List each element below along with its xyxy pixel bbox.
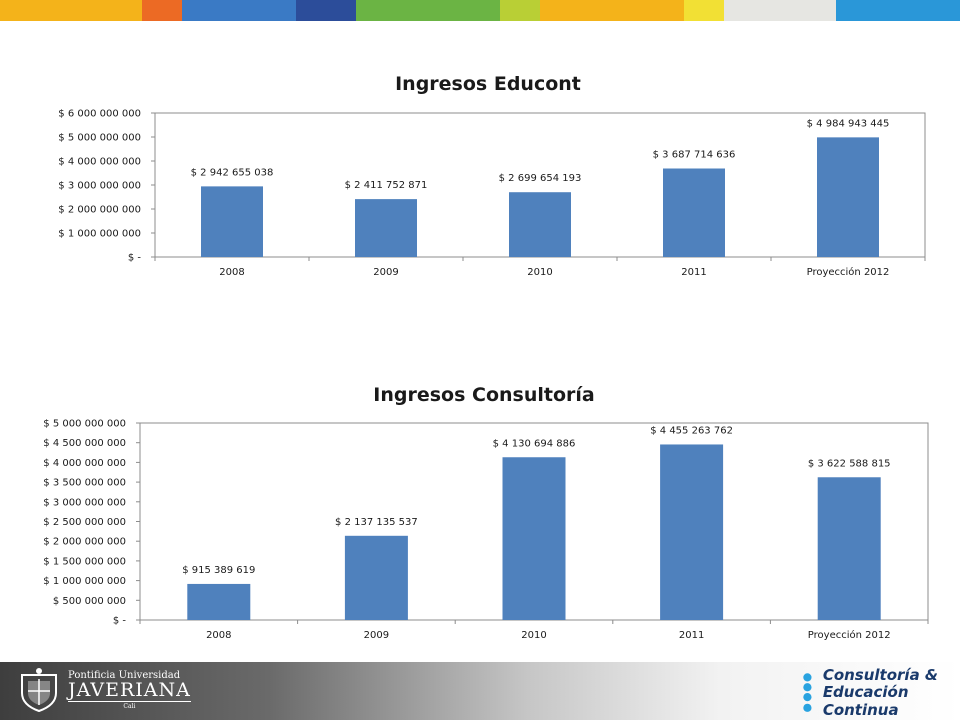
data-label: $ 2 411 752 871: [345, 180, 428, 191]
top-bar-segment: [500, 0, 540, 21]
category-label: 2009: [364, 630, 389, 641]
y-tick-label: $ 2 000 000 000: [58, 205, 141, 216]
university-city: Cali: [123, 702, 136, 710]
top-bar-segment: [684, 0, 724, 21]
y-tick-label: $ 5 000 000 000: [43, 419, 126, 430]
chart-ingresos-consultoria: Ingresos Consultoría $ - $ 500 000 000 $ 1 …: [43, 384, 929, 641]
y-tick-label: $ -: [113, 616, 127, 627]
category-label: 2011: [681, 267, 706, 278]
y-tick-label: $ 4 000 000 000: [43, 458, 126, 469]
top-bar-segment: [724, 0, 836, 21]
top-bar-segment: [836, 0, 960, 21]
top-bar-segment: [0, 0, 142, 21]
university-crest-icon: [21, 668, 57, 713]
bar: [187, 583, 251, 620]
category-label: Proyección 2012: [807, 266, 890, 278]
bar: [817, 477, 881, 620]
top-bar-segment: [182, 0, 296, 21]
y-tick-label: $ -: [128, 253, 142, 264]
y-tick-label: $ 6 000 000 000: [58, 109, 141, 120]
category-label: 2010: [527, 267, 552, 278]
data-label: $ 3 687 714 636: [653, 149, 736, 160]
bar: [509, 192, 571, 257]
chart-title: Ingresos Consultoría: [373, 384, 594, 406]
university-name-line1: Pontificia Universidad: [68, 669, 181, 681]
chart-title: Ingresos Educont: [395, 73, 581, 95]
data-label: $ 3 622 588 815: [808, 458, 891, 469]
chart-ingresos-educont: Ingresos Educont $ - $ 1 000 000 000 $ 2 00…: [58, 73, 926, 278]
y-tick-label: $ 3 000 000 000: [58, 181, 141, 192]
y-tick-label: $ 1 500 000 000: [43, 556, 126, 567]
category-label: 2008: [219, 267, 244, 278]
brand-logo: Consultoría & Educación Continua: [800, 666, 960, 719]
category-label: 2008: [206, 630, 231, 641]
y-tick-label: $ 4 000 000 000: [58, 157, 141, 168]
bar: [355, 199, 417, 257]
data-label: $ 4 455 263 762: [650, 425, 733, 436]
top-bar-segment: [356, 0, 500, 21]
bar: [660, 444, 724, 620]
data-label: $ 2 137 135 537: [335, 517, 418, 528]
data-label: $ 4 984 943 445: [807, 118, 890, 129]
bar: [344, 535, 408, 620]
data-label: $ 2 942 655 038: [191, 167, 274, 178]
category-label: 2010: [521, 630, 546, 641]
data-label: $ 2 699 654 193: [499, 173, 582, 184]
y-tick-label: $ 3 500 000 000: [43, 478, 126, 489]
category-label: 2011: [679, 630, 704, 641]
top-bar-segment: [142, 0, 182, 21]
y-tick-label: $ 5 000 000 000: [58, 133, 141, 144]
university-name-line2: JAVERIANA: [68, 678, 191, 702]
top-color-bar: [0, 0, 960, 21]
category-label: 2009: [373, 267, 398, 278]
bar: [817, 137, 879, 257]
y-tick-label: $ 2 000 000 000: [43, 537, 126, 548]
y-tick-label: $ 500 000 000: [53, 596, 126, 607]
dots-logo-icon: [803, 673, 812, 712]
brand-line2: Educación Continua: [822, 683, 909, 719]
bar: [663, 168, 725, 257]
brand-line1: Consultoría &: [822, 666, 938, 684]
bar: [502, 457, 566, 620]
y-tick-label: $ 2 500 000 000: [43, 517, 126, 528]
data-label: $ 915 389 619: [182, 565, 255, 576]
top-bar-segment: [540, 0, 684, 21]
bar: [201, 186, 263, 257]
y-tick-label: $ 1 000 000 000: [43, 576, 126, 587]
y-tick-label: $ 3 000 000 000: [43, 497, 126, 508]
category-label: Proyección 2012: [808, 629, 891, 641]
y-tick-label: $ 4 500 000 000: [43, 438, 126, 449]
top-bar-segment: [296, 0, 356, 21]
footer-bar: Pontificia Universidad JAVERIANA Cali Co…: [0, 662, 960, 720]
data-label: $ 4 130 694 886: [493, 438, 576, 449]
university-logo: Pontificia Universidad JAVERIANA Cali: [16, 667, 191, 713]
y-tick-label: $ 1 000 000 000: [58, 229, 141, 240]
